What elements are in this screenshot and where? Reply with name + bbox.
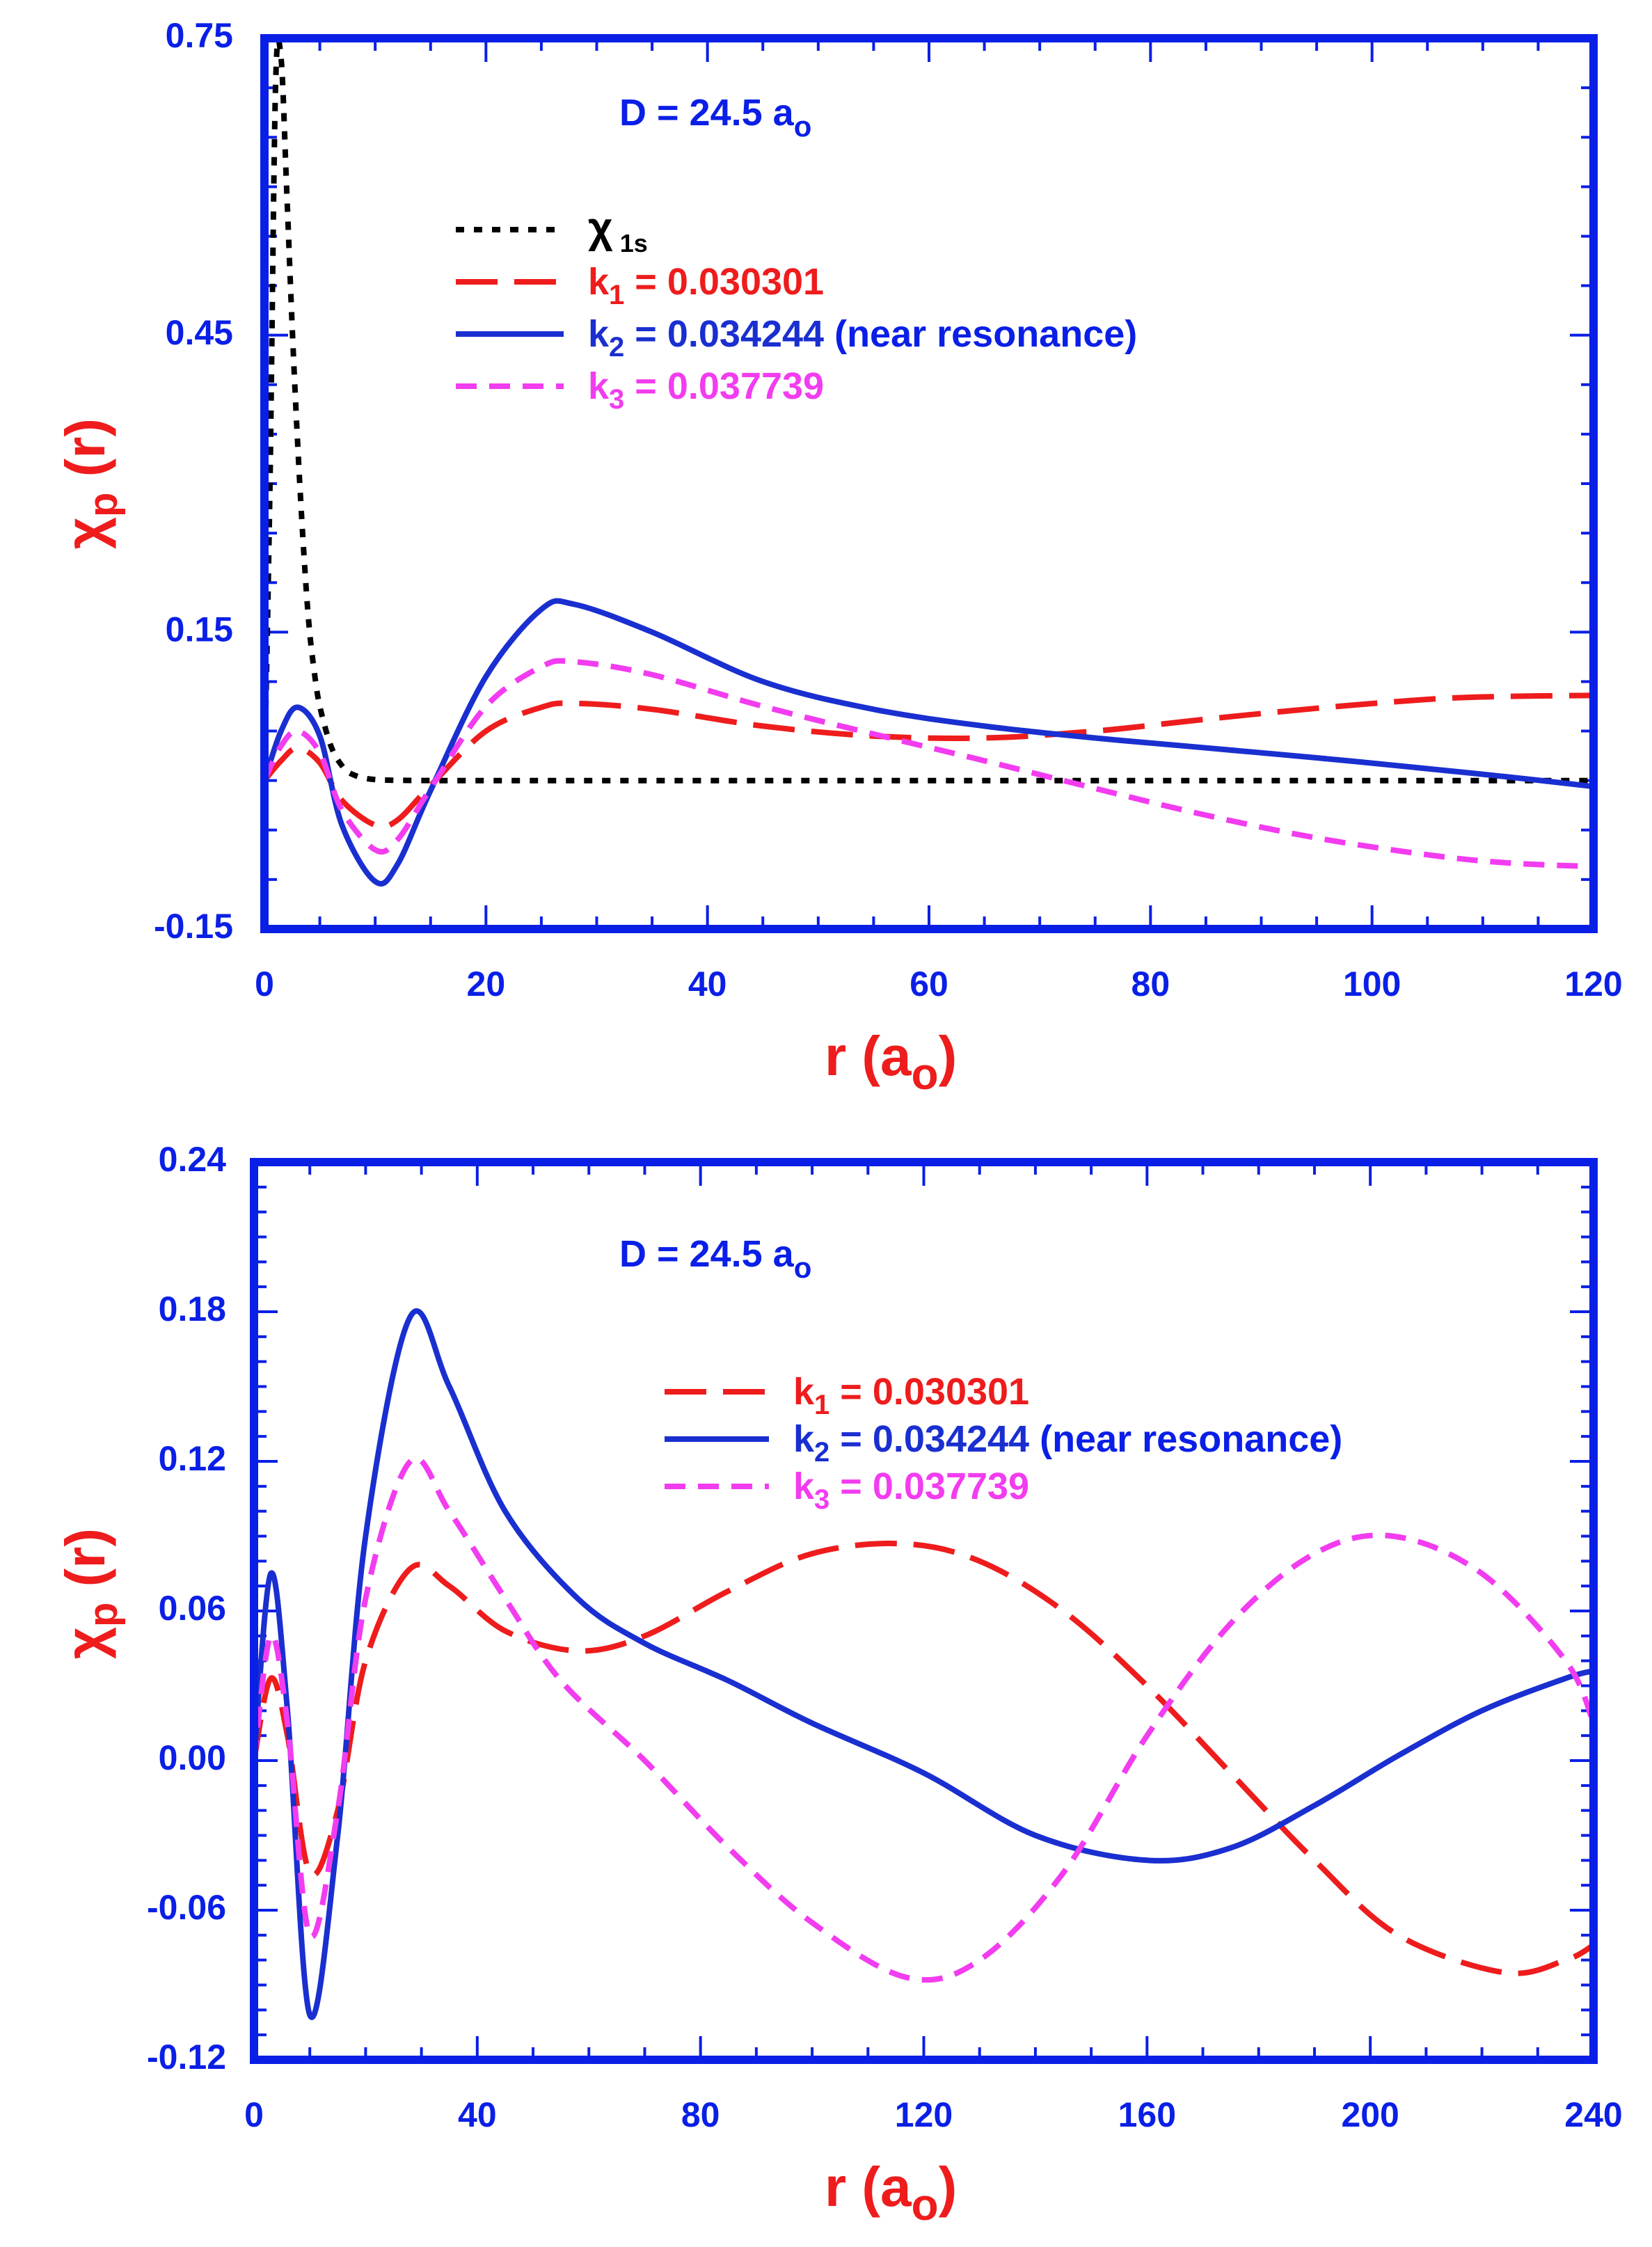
x-tick-label: 100 bbox=[1343, 964, 1401, 1003]
series-line-k1 bbox=[254, 1540, 1594, 1976]
y-tick-label: 0.24 bbox=[159, 1140, 227, 1179]
legend-entry-k2: k2 = 0.034244 (near resonance) bbox=[793, 1418, 1342, 1468]
legend-entry-k1: k1 = 0.030301 bbox=[588, 261, 824, 310]
y-tick-label: 0.75 bbox=[166, 16, 233, 55]
x-tick-label: 20 bbox=[467, 964, 506, 1003]
x-tick-label: 0 bbox=[244, 2095, 264, 2134]
axis-ticks bbox=[263, 37, 1595, 930]
x-tick-label: 0 bbox=[255, 964, 274, 1003]
x-tick-label: 200 bbox=[1341, 2095, 1399, 2134]
y-axis-title: χp (r) bbox=[54, 418, 126, 549]
series-line-chi1s bbox=[264, 38, 1594, 784]
x-axis-title: r (ao) bbox=[825, 2156, 957, 2230]
y-tick-label: 0.12 bbox=[159, 1439, 226, 1478]
legend-entry-k3: k3 = 0.037739 bbox=[793, 1466, 1029, 1515]
x-tick-label: 120 bbox=[1564, 964, 1622, 1003]
y-tick-label: -0.12 bbox=[147, 2038, 226, 2077]
series-group bbox=[254, 1308, 1594, 2020]
annotation-distance: D = 24.5 ao bbox=[619, 1233, 811, 1284]
y-axis-title: χp (r) bbox=[54, 1528, 126, 1659]
legend-entry-chi1s: χ 1s bbox=[588, 204, 648, 257]
x-tick-label: 80 bbox=[681, 2095, 720, 2134]
x-tick-label: 80 bbox=[1131, 964, 1170, 1003]
y-tick-label: -0.15 bbox=[154, 907, 233, 946]
series-line-k1 bbox=[264, 692, 1594, 829]
y-tick-label: 0.00 bbox=[159, 1738, 226, 1777]
y-tick-label: 0.18 bbox=[159, 1289, 226, 1328]
x-tick-label: 40 bbox=[458, 2095, 497, 2134]
axis-ticks bbox=[253, 1161, 1595, 2061]
y-tick-label: 0.45 bbox=[166, 313, 233, 352]
series-group bbox=[264, 38, 1594, 887]
x-tick-label: 120 bbox=[895, 2095, 953, 2134]
y-tick-label: 0.15 bbox=[166, 610, 233, 649]
plot-frame bbox=[250, 1158, 1598, 2064]
series-line-k3 bbox=[254, 1455, 1594, 1983]
legend-entry-k2: k2 = 0.034244 (near resonance) bbox=[588, 313, 1137, 363]
y-tick-label: -0.06 bbox=[147, 1888, 226, 1927]
chart-panel-2: 0 40 80 120 160 200 240 -0.12 -0.06 0.00 0.06 0.12 0… bbox=[54, 1140, 1623, 2230]
x-tick-label: 40 bbox=[688, 964, 727, 1003]
annotation-distance: D = 24.5 ao bbox=[619, 92, 811, 143]
x-tick-label: 60 bbox=[910, 964, 948, 1003]
plot-frame bbox=[260, 34, 1598, 933]
x-tick-label: 240 bbox=[1564, 2095, 1622, 2134]
y-tick-label: 0.06 bbox=[159, 1589, 226, 1628]
series-line-k2 bbox=[254, 1308, 1594, 2020]
chart-panel-1: 0 20 40 60 80 100 120 -0.15 0.15 0.45 0.75 r (ao) χp… bbox=[54, 16, 1623, 1099]
legend-entry-k1: k1 = 0.030301 bbox=[793, 1371, 1029, 1420]
series-line-k2 bbox=[264, 598, 1594, 887]
legend-entry-k3: k3 = 0.037739 bbox=[588, 365, 824, 415]
x-tick-label: 160 bbox=[1118, 2095, 1176, 2134]
x-axis-title: r (ao) bbox=[825, 1025, 957, 1099]
